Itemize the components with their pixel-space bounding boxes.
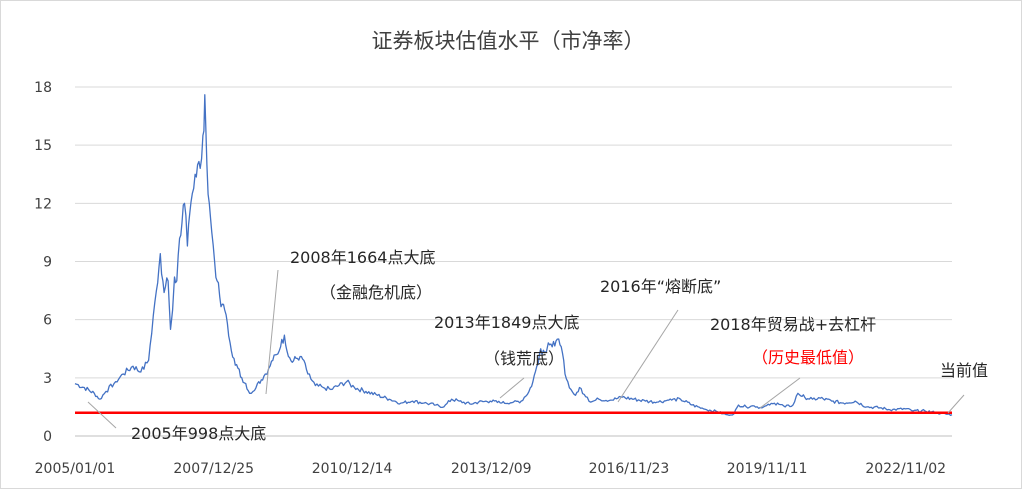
y-tick-label-9: 9 (43, 255, 52, 271)
y-tick-label-0: 0 (43, 429, 52, 445)
annotation-leader-4 (759, 377, 801, 409)
annotation-leader-5 (947, 394, 965, 414)
annotation-leader-1 (265, 269, 279, 395)
x-tick-label: 2019/11/11 (727, 461, 808, 477)
x-tick-label: 2010/12/14 (312, 461, 393, 477)
annotation-leader-3 (617, 309, 679, 403)
chart-title: 证券板块估值水平（市净率） (372, 29, 645, 53)
annotation-label: 2005年998点大底 (131, 424, 266, 443)
series-group (74, 94, 953, 417)
x-tick-label: 2005/01/01 (35, 461, 116, 477)
annotation-label: （历史最低值） (752, 348, 864, 367)
y-tick-label-18: 18 (34, 80, 52, 96)
annotation-label: 2016年“熔断底” (600, 277, 721, 296)
x-tick-label: 2022/11/02 (865, 461, 946, 477)
x-axis-tick-labels: 2005/01/01 2007/12/25 2010/12/14 2013/12/09… (35, 461, 946, 477)
annotations: 2005年998点大底 2008年1664点大底 （金融危机底）2013年1849点… (131, 248, 988, 443)
annotation-label: 2013年1849点大底 (434, 313, 579, 332)
x-tick-label: 2013/12/09 (451, 461, 532, 477)
x-tick-label: 2007/12/25 (173, 461, 254, 477)
y-tick-label-12: 12 (34, 196, 52, 212)
annotation-label: 当前值 (940, 361, 988, 380)
annotation-leader-0 (87, 401, 117, 429)
annotation-label: （金融危机底） (320, 283, 432, 302)
gridlines (75, 86, 952, 437)
y-tick-label-15: 15 (34, 138, 52, 154)
annotation-label: 2018年贸易战+去杠杆 (710, 315, 876, 334)
annotation-leaders (87, 269, 965, 429)
y-tick-label-3: 3 (43, 371, 52, 387)
annotation-leader-2 (499, 377, 525, 399)
annotation-label: （钱荒底） (484, 349, 564, 368)
y-axis-tick-labels: 0 3 6 9 12 15 18 (34, 80, 52, 445)
annotation-label: 2008年1664点大底 (290, 248, 435, 267)
x-tick-label: 2016/11/23 (589, 461, 670, 477)
series-line-pb (74, 94, 953, 417)
y-tick-label-6: 6 (43, 313, 52, 329)
